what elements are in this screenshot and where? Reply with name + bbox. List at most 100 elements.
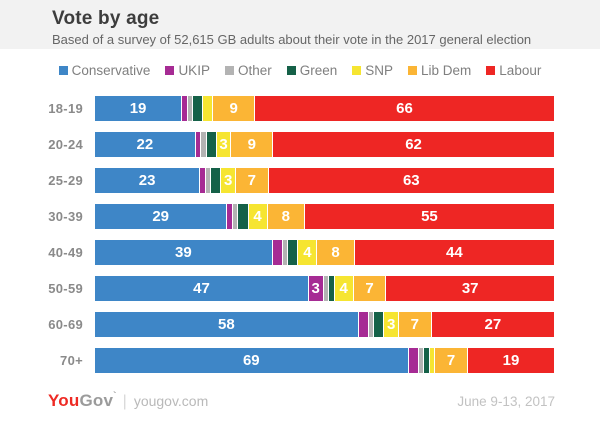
stacked-bar: 23 3 7 63 <box>95 168 554 193</box>
legend-item: Conservative <box>58 63 150 78</box>
legend-label: Green <box>299 63 338 78</box>
legend-swatch <box>58 66 68 75</box>
logo-gov: Gov <box>79 391 114 410</box>
chart-row: 40-49 39 4 8 44 <box>0 240 554 265</box>
segment-value-label: 69 <box>242 352 260 369</box>
bar-segment: 3 <box>216 132 232 157</box>
bar-segment: 4 <box>298 240 318 265</box>
bar-segment <box>429 348 436 373</box>
bar-segment <box>232 204 239 229</box>
bar-segment <box>227 204 233 229</box>
legend: Conservative UKIP Other Green SNP Lib Dem Labo… <box>0 62 600 79</box>
bar-segment <box>193 96 204 121</box>
logo-site-url: yougov.com <box>133 393 209 409</box>
bar-segment <box>282 240 289 265</box>
bar-segment: 44 <box>354 240 554 265</box>
bar-segment: 69 <box>95 348 409 373</box>
chart-row: 50-59 47 3 4 7 37 <box>0 276 554 301</box>
segment-value-label: 19 <box>129 100 147 117</box>
segment-value-label: 4 <box>339 280 348 297</box>
category-label: 25-29 <box>48 173 83 188</box>
bar-segment <box>368 312 375 337</box>
bar-segment: 58 <box>95 312 359 337</box>
legend-swatch <box>352 66 362 75</box>
segment-value-label: 62 <box>405 136 422 153</box>
bar-segment: 7 <box>235 168 269 193</box>
segment-value-label: 66 <box>396 100 413 117</box>
bar-segment <box>182 96 188 121</box>
legend-item: Lib Dem <box>408 63 471 78</box>
bar-segment: 29 <box>95 204 228 229</box>
segment-value-label: 8 <box>331 244 340 261</box>
category-label: 18-19 <box>48 101 83 116</box>
bar-segment: 66 <box>255 96 554 121</box>
yougov-logo: YouGov` | yougov.com <box>48 391 208 411</box>
segment-value-label: 55 <box>421 208 438 225</box>
bar-segment <box>187 96 194 121</box>
survey-date: June 9-13, 2017 <box>457 394 555 409</box>
chart-row: 30-39 29 4 8 55 <box>0 204 555 229</box>
bar-segment <box>200 168 206 193</box>
segment-value-label: 7 <box>410 316 419 333</box>
segment-value-label: 9 <box>247 136 256 153</box>
segment-value-label: 3 <box>311 280 320 297</box>
category-label: 40-49 <box>48 245 83 260</box>
chart-row: 70+ 69 7 19 <box>0 348 554 373</box>
logo-you: You <box>48 391 80 410</box>
stacked-bar: 47 3 4 7 37 <box>95 276 554 301</box>
legend-item: Labour <box>486 63 541 78</box>
bar-segment <box>195 132 202 157</box>
bar-segment <box>205 168 212 193</box>
bar-segment: 3 <box>221 168 236 193</box>
stacked-bar: 39 4 8 44 <box>95 240 554 265</box>
category-label: 50-59 <box>48 281 83 296</box>
bar-segment: 8 <box>267 204 305 229</box>
segment-value-label: 29 <box>152 208 170 225</box>
segment-value-label: 7 <box>247 172 256 189</box>
bar-segment: 39 <box>95 240 273 265</box>
segment-value-label: 9 <box>229 100 238 117</box>
stacked-bar: 69 7 19 <box>95 348 554 373</box>
bar-segment <box>206 132 217 157</box>
legend-label: Other <box>237 63 272 78</box>
segment-value-label: 19 <box>502 352 520 369</box>
bar-segment <box>323 276 330 301</box>
legend-item: SNP <box>352 63 393 78</box>
segment-value-label: 44 <box>446 244 463 261</box>
legend-item: Green <box>286 63 338 78</box>
chart-subtitle: Based of a survey of 52,615 GB adults ab… <box>52 32 532 47</box>
segment-value-label: 7 <box>446 352 456 369</box>
bar-segment: 7 <box>435 348 468 373</box>
bar-segment: 7 <box>353 276 387 301</box>
footer: YouGov` | yougov.com June 9-13, 2017 <box>0 391 600 411</box>
category-label: 30-39 <box>48 209 83 224</box>
category-label: 70+ <box>60 353 83 368</box>
bar-segment: 27 <box>431 312 554 337</box>
segment-value-label: 58 <box>218 316 235 333</box>
bar-segment <box>238 204 249 229</box>
bar-segment <box>329 276 335 301</box>
bar-segment: 23 <box>95 168 201 193</box>
stacked-bar: 22 3 9 62 <box>95 132 554 157</box>
chart-row: 60-69 58 3 7 27 <box>0 312 554 337</box>
bar-segment: 47 <box>95 276 309 301</box>
bar-segment: 3 <box>384 312 399 337</box>
legend-item: UKIP <box>165 63 210 78</box>
bar-segment: 9 <box>213 96 256 121</box>
bar-segment: 8 <box>317 240 355 265</box>
logo-divider: | <box>122 393 127 410</box>
segment-value-label: 3 <box>219 136 228 153</box>
bar-segment: 37 <box>386 276 554 301</box>
bar-segment: 63 <box>268 168 554 193</box>
bar-segment: 9 <box>231 132 274 157</box>
bar-segment <box>201 132 207 157</box>
segment-value-label: 39 <box>174 244 192 261</box>
bar-segment: 19 <box>95 96 183 121</box>
stacked-bar: 29 4 8 55 <box>95 204 555 229</box>
stacked-bar-chart: 18-19 19 9 66 20-24 22 3 9 62 25-29 23 3 7 63 30-39 29 4… <box>0 96 600 373</box>
header: Vote by age Based of a survey of 52,615 … <box>0 0 600 49</box>
legend-label: Lib Dem <box>421 63 472 78</box>
bar-segment <box>408 348 419 373</box>
segment-value-label: 22 <box>136 136 154 153</box>
legend-item: Other <box>224 63 272 78</box>
